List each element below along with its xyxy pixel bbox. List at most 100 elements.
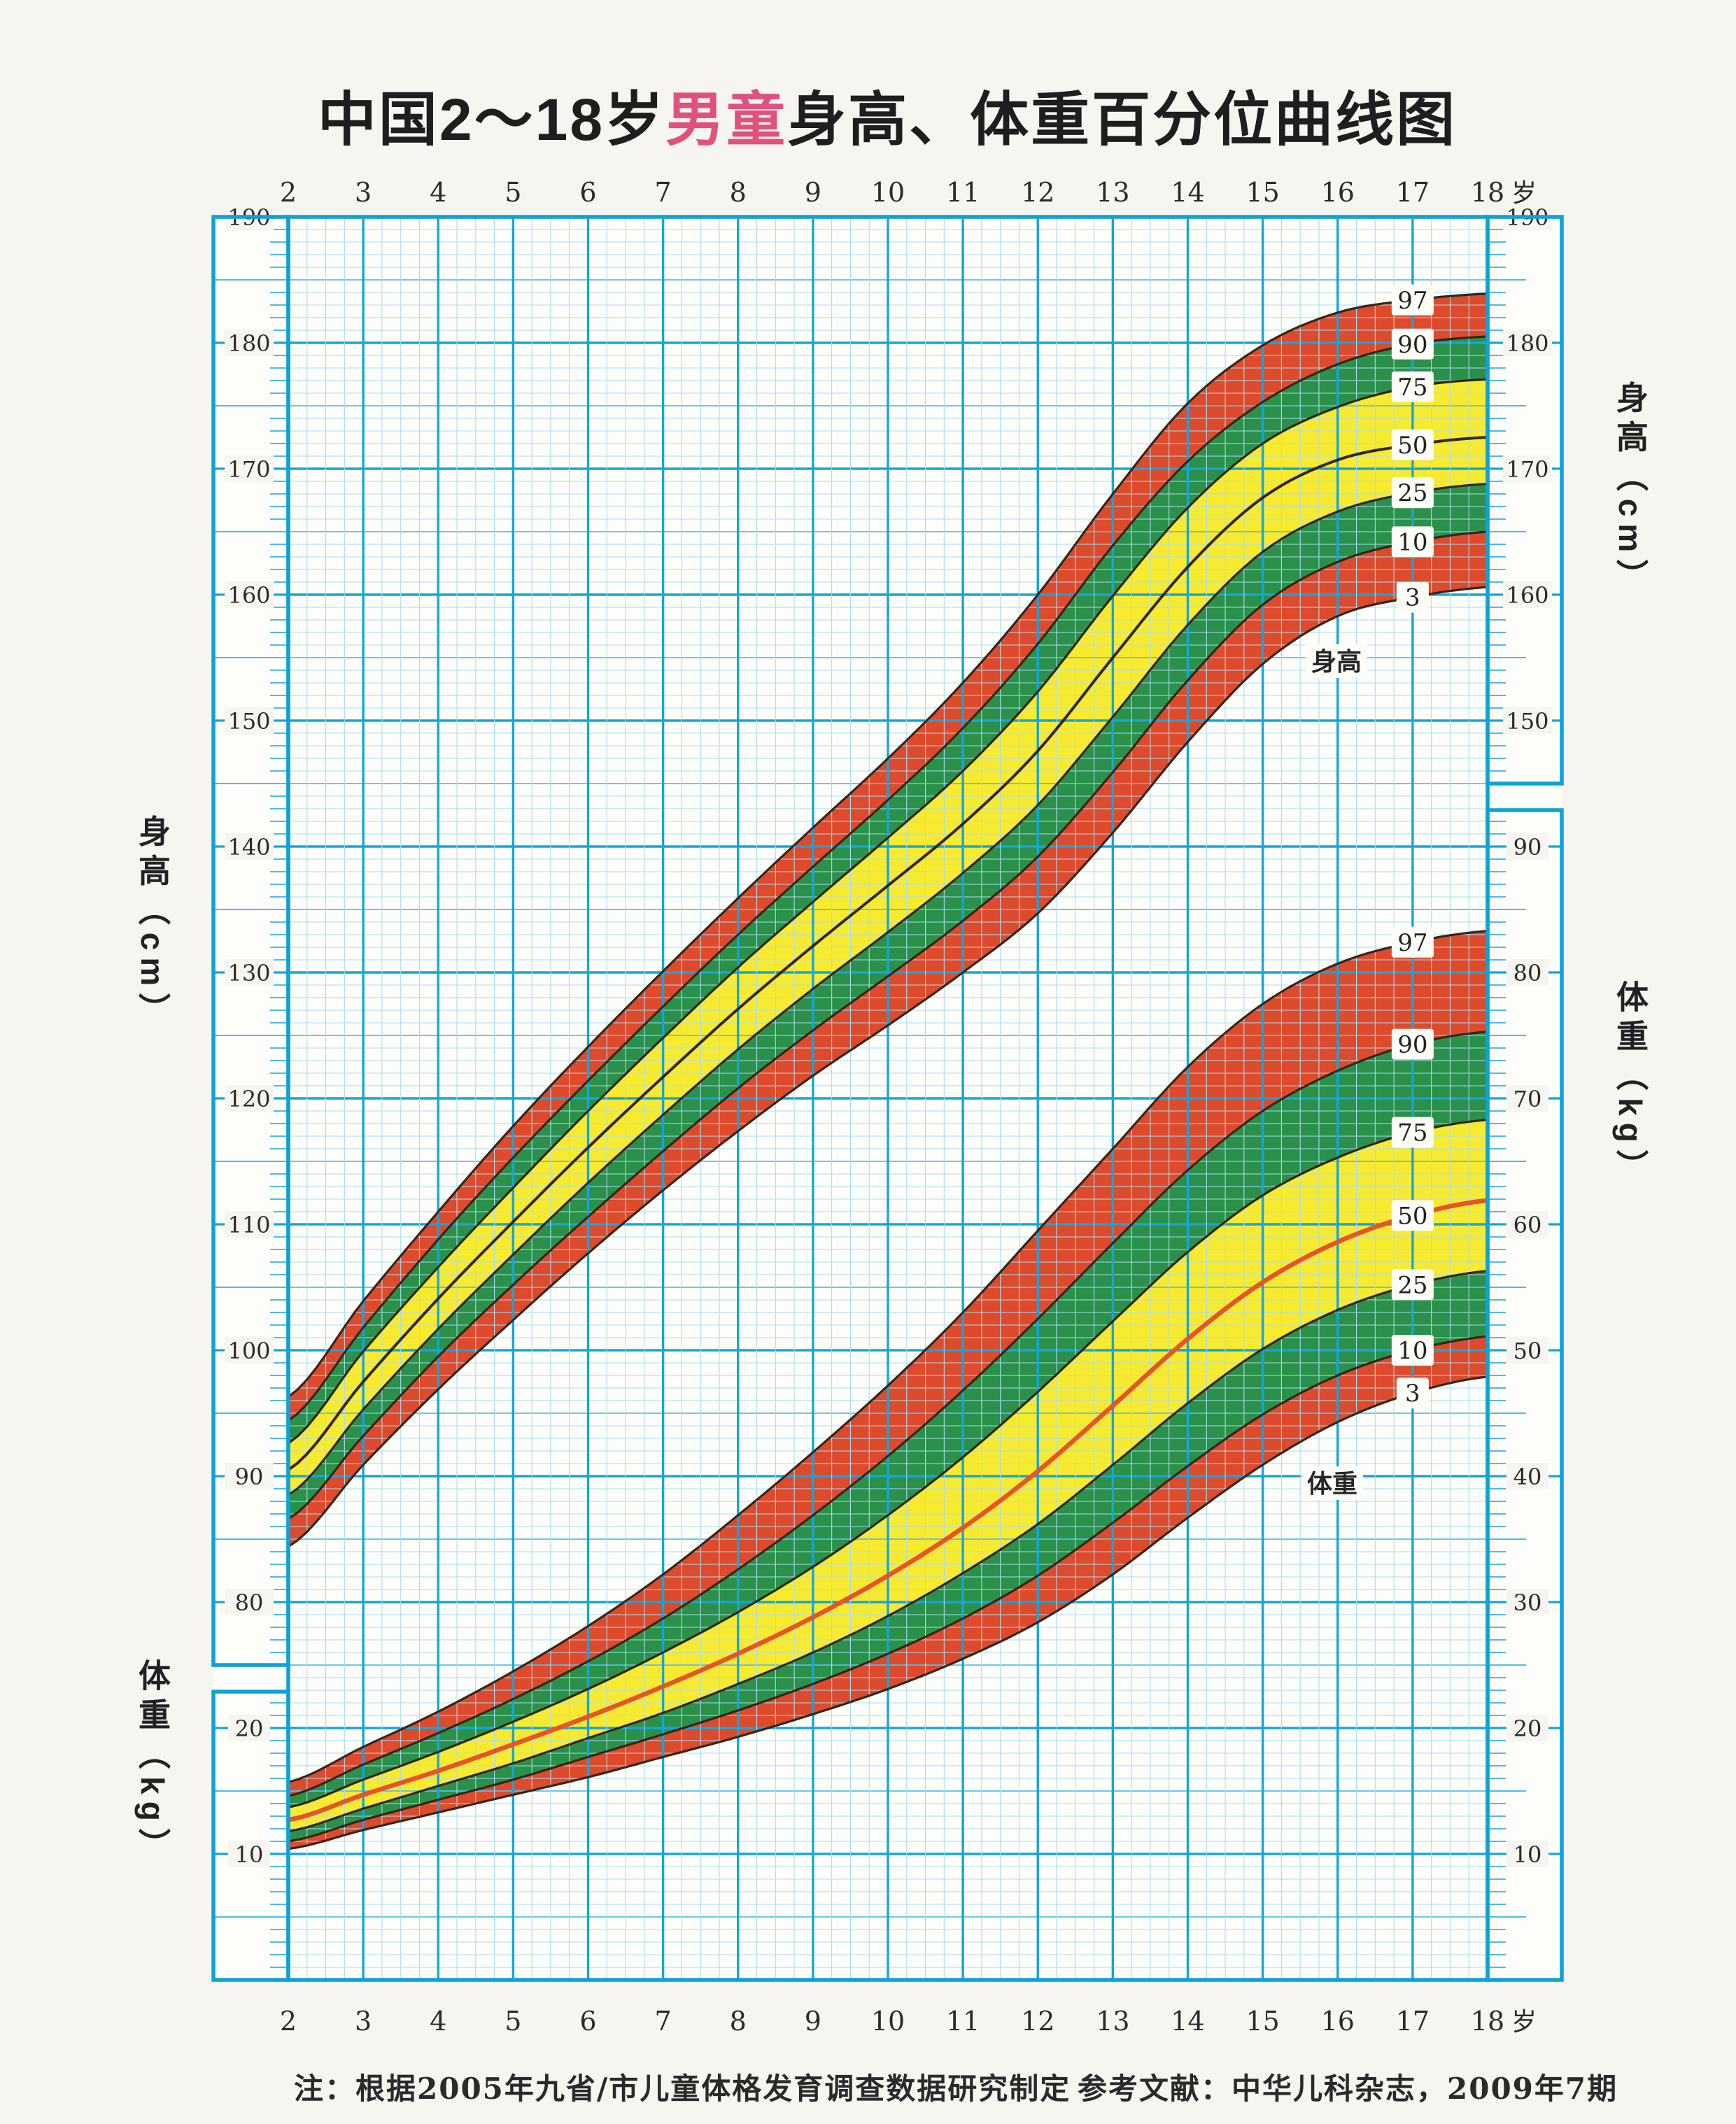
tick-label: 60	[1513, 1212, 1542, 1238]
tick-label-bg	[225, 833, 274, 860]
badge-label-97: 97	[1397, 287, 1427, 315]
age-label-top-18: 18	[1471, 177, 1504, 208]
age-unit-bottom: 岁	[1511, 2007, 1537, 2036]
age-label-bottom-8: 8	[730, 2006, 747, 2037]
age-label-bottom-6: 6	[579, 2006, 596, 2037]
tick-label: 140	[227, 834, 270, 861]
age-label-top-8: 8	[730, 177, 747, 208]
tick-label-bg	[1506, 959, 1548, 986]
footer-note: 注：根据2005年九省/市儿童体格发育调查数据研究制定	[294, 2072, 1071, 2106]
percentile-curves	[285, 292, 1490, 1850]
badge-label-90: 90	[1397, 331, 1427, 359]
tick-label-bg	[225, 1463, 274, 1489]
height-fan-badge: 身高	[1311, 647, 1362, 676]
badge-bg	[1391, 371, 1434, 402]
tick-label: 10	[1513, 1841, 1542, 1868]
tick-label-bg	[1503, 581, 1552, 608]
badge-bg	[1391, 1269, 1434, 1301]
badge-label-25: 25	[1397, 479, 1427, 507]
badge-bg	[1391, 477, 1434, 509]
tick-label-bg	[225, 1085, 274, 1112]
tick-label-bg	[1506, 1211, 1548, 1238]
age-label-bottom-16: 16	[1321, 2006, 1355, 2037]
tick-label-bg	[1506, 1841, 1548, 1867]
tick-label: 40	[1513, 1464, 1542, 1490]
height-curve-p97	[287, 292, 1489, 1399]
badge-bg	[1391, 328, 1434, 360]
tick-label-bg	[225, 1589, 274, 1615]
age-label-top-7: 7	[655, 177, 672, 208]
age-label-top-10: 10	[871, 177, 905, 208]
age-label-top-16: 16	[1321, 177, 1355, 208]
tick-label: 170	[1506, 456, 1548, 483]
grid	[288, 217, 1488, 1980]
age-label-top-6: 6	[579, 177, 596, 208]
tick-label-bg	[225, 455, 274, 482]
age-label-top-14: 14	[1171, 177, 1204, 208]
page-title-highlight: 男童	[665, 87, 788, 153]
age-label-top-17: 17	[1396, 177, 1430, 208]
weight-curve-p75	[287, 1119, 1489, 1808]
badge-label-75: 75	[1397, 1119, 1427, 1147]
age-label-bottom-3: 3	[355, 2006, 372, 2037]
weight-curve-p10	[287, 1335, 1489, 1843]
tick-label-bg	[225, 581, 274, 608]
age-label-top-12: 12	[1021, 177, 1054, 208]
tick-label: 20	[235, 1715, 264, 1742]
height-curve-p50	[287, 436, 1489, 1471]
tick-label: 180	[1506, 330, 1548, 357]
badge-label-75: 75	[1397, 374, 1427, 402]
age-label-bottom-18: 18	[1471, 2006, 1504, 2037]
tick-label-bg	[225, 707, 274, 734]
tick-label: 150	[1506, 708, 1548, 735]
weight-curve-p25	[287, 1270, 1489, 1833]
height-curve-p25	[287, 483, 1489, 1496]
age-label-top-15: 15	[1245, 177, 1279, 208]
height-band-p25-p75	[288, 379, 1488, 1496]
tick-label-bg	[225, 1337, 274, 1364]
age-label-bottom-15: 15	[1245, 2006, 1279, 2037]
tick-label-bg	[225, 1211, 274, 1238]
tick-label: 70	[1513, 1086, 1542, 1112]
age-label-top-13: 13	[1096, 177, 1129, 208]
page-title-suffix: 身高、体重百分位曲线图	[787, 87, 1458, 153]
badge-label-97: 97	[1397, 929, 1427, 957]
tick-label: 180	[227, 330, 270, 357]
badge-label-50: 50	[1397, 1202, 1427, 1230]
age-label-top-4: 4	[430, 177, 446, 208]
weight-curve-p90	[287, 1031, 1489, 1797]
page-title: 中国2～18岁男童身高、体重百分位曲线图	[318, 73, 1457, 157]
tick-label: 130	[227, 960, 270, 986]
age-label-bottom-14: 14	[1171, 2006, 1204, 2037]
badge-bg	[1391, 1028, 1434, 1060]
age-unit-top: 岁	[1511, 178, 1537, 207]
weight-fan-badge-bg	[1301, 1466, 1363, 1500]
tick-label: 80	[1513, 960, 1542, 986]
left-weight-box	[211, 1690, 290, 1982]
age-label-bottom-9: 9	[805, 2006, 821, 2037]
badge-label-25: 25	[1397, 1271, 1427, 1299]
badge-bg	[1391, 926, 1434, 958]
badge-label-10: 10	[1397, 1337, 1427, 1365]
tick-label: 30	[1513, 1590, 1542, 1616]
page-title-prefix: 中国2～18岁	[317, 87, 666, 153]
tick-label-bg	[1506, 1463, 1548, 1489]
tick-label-bg	[228, 1715, 270, 1741]
tick-label-bg	[228, 1841, 270, 1867]
tick-label-bg	[225, 330, 274, 356]
weight-curve-p97	[287, 930, 1489, 1783]
age-label-bottom-7: 7	[655, 2006, 672, 2037]
age-label-top-2: 2	[280, 177, 297, 208]
axis-label-height-right: 身高（cm）	[1612, 381, 1649, 599]
age-label-top-11: 11	[946, 177, 980, 208]
badge-label-3: 3	[1405, 1380, 1420, 1408]
height-curve-p90	[287, 335, 1489, 1422]
badge-bg	[1396, 1378, 1429, 1409]
tick-label: 150	[227, 708, 270, 735]
height-curve-p75	[287, 378, 1489, 1445]
badge-label-10: 10	[1397, 528, 1427, 556]
badge-bg	[1391, 429, 1434, 460]
tick-label: 100	[227, 1338, 270, 1364]
